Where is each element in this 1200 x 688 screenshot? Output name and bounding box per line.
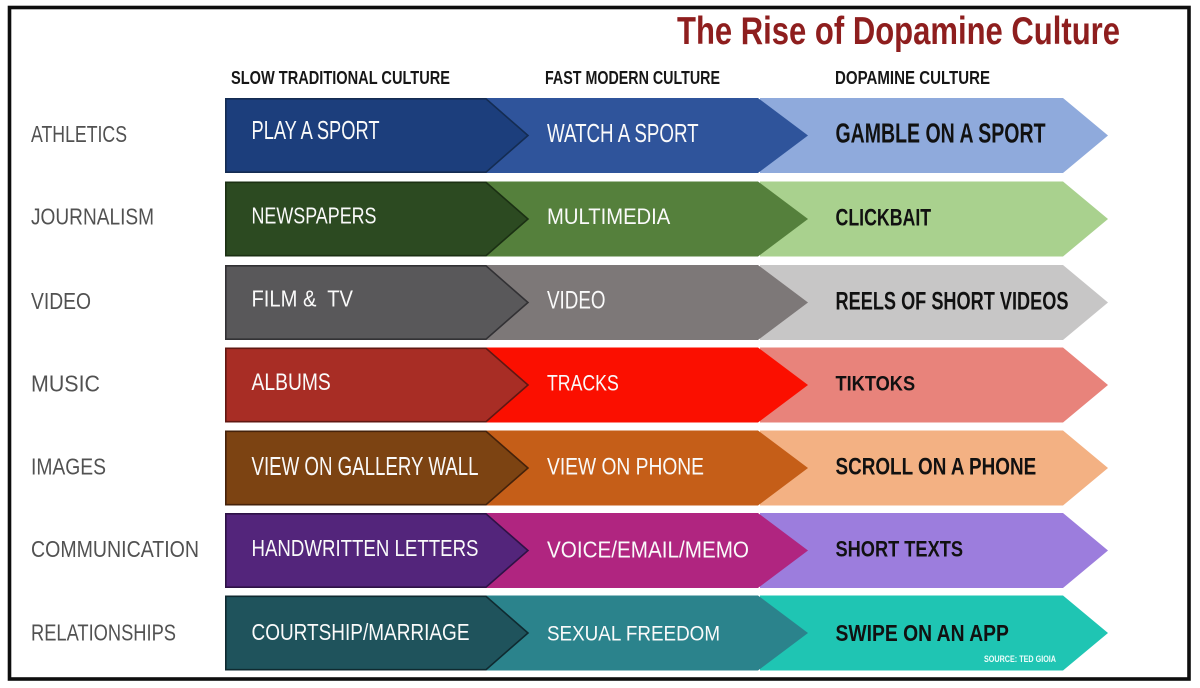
svg-text:GAMBLE ON A SPORT: GAMBLE ON A SPORT <box>836 118 1046 149</box>
svg-text:SWIPE ON AN APP: SWIPE ON AN APP <box>836 620 1009 646</box>
svg-text:SLOW TRADITIONAL CULTURE: SLOW TRADITIONAL CULTURE <box>231 68 450 88</box>
svg-text:COURTSHIP/MARRIAGE: COURTSHIP/MARRIAGE <box>252 619 470 645</box>
svg-text:NEWSPAPERS: NEWSPAPERS <box>252 203 377 229</box>
svg-text:JOURNALISM: JOURNALISM <box>31 204 154 230</box>
svg-text:CLICKBAIT: CLICKBAIT <box>836 205 932 232</box>
svg-text:SHORT TEXTS: SHORT TEXTS <box>836 536 964 561</box>
svg-text:FILM & TV: FILM & TV <box>252 285 354 311</box>
svg-text:VIEW ON PHONE: VIEW ON PHONE <box>547 453 704 480</box>
svg-text:SCROLL ON A PHONE: SCROLL ON A PHONE <box>836 453 1037 480</box>
svg-text:MUSIC: MUSIC <box>31 371 100 397</box>
svg-text:VIEW ON GALLERY WALL: VIEW ON GALLERY WALL <box>252 451 479 481</box>
svg-text:SOURCE: TED GIOIA: SOURCE: TED GIOIA <box>984 654 1056 664</box>
svg-text:RELATIONSHIPS: RELATIONSHIPS <box>31 620 176 646</box>
svg-text:REELS OF SHORT VIDEOS: REELS OF SHORT VIDEOS <box>836 288 1069 315</box>
svg-text:TRACKS: TRACKS <box>547 370 619 395</box>
svg-text:HANDWRITTEN LETTERS: HANDWRITTEN LETTERS <box>252 535 479 561</box>
svg-text:VIDEO: VIDEO <box>547 287 606 315</box>
svg-text:ALBUMS: ALBUMS <box>252 369 331 396</box>
svg-text:VIDEO: VIDEO <box>31 288 91 314</box>
svg-text:SEXUAL FREEDOM: SEXUAL FREEDOM <box>547 622 720 646</box>
svg-text:The Rise of Dopamine Culture: The Rise of Dopamine Culture <box>677 10 1120 53</box>
svg-text:ATHLETICS: ATHLETICS <box>31 121 127 147</box>
svg-text:PLAY A SPORT: PLAY A SPORT <box>252 117 380 145</box>
svg-text:TIKTOKS: TIKTOKS <box>836 373 916 396</box>
svg-text:VOICE/EMAIL/MEMO: VOICE/EMAIL/MEMO <box>547 536 749 562</box>
svg-text:IMAGES: IMAGES <box>31 454 106 480</box>
svg-text:MULTIMEDIA: MULTIMEDIA <box>547 204 671 229</box>
svg-text:FAST MODERN CULTURE: FAST MODERN CULTURE <box>545 68 720 88</box>
svg-text:DOPAMINE CULTURE: DOPAMINE CULTURE <box>835 68 990 88</box>
svg-text:COMMUNICATION: COMMUNICATION <box>31 536 199 562</box>
svg-text:WATCH A SPORT: WATCH A SPORT <box>547 120 699 148</box>
